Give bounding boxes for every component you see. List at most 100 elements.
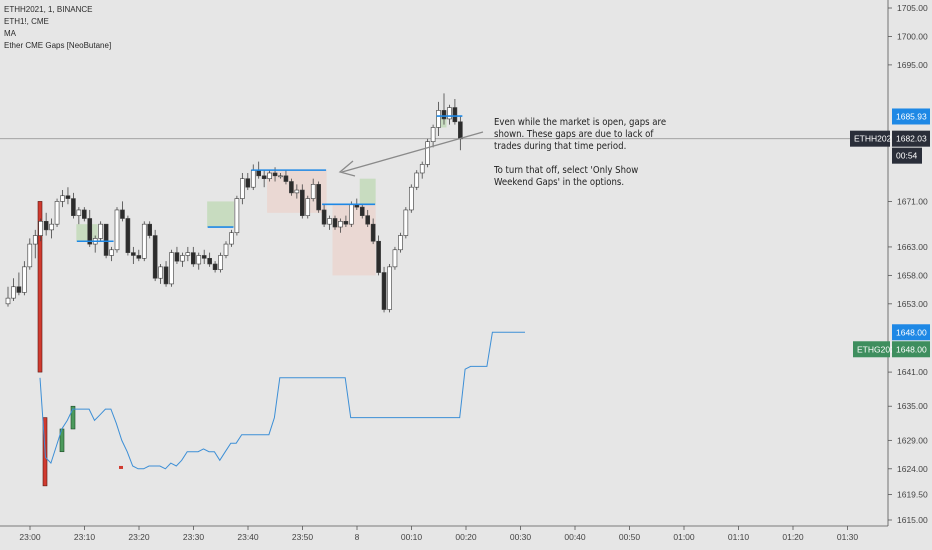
time-tick-label: 23:40 (237, 532, 259, 542)
candle (38, 218, 44, 242)
cme-blue-badge-bg (892, 324, 930, 341)
cme-red-bar (119, 465, 123, 469)
candle (370, 218, 376, 245)
time-tick-label: 23:20 (128, 532, 150, 542)
price-tick-label: 1700.00 (897, 31, 928, 41)
candle-body (272, 172, 278, 177)
price-tick-label: 1624.00 (897, 464, 928, 474)
annotation-arrow[interactable] (338, 131, 484, 177)
candle-body (321, 209, 327, 225)
chart-annotation-text[interactable]: Even while the market is open, gaps are … (494, 117, 669, 189)
candle (16, 272, 22, 296)
candle (22, 261, 27, 296)
time-axis[interactable]: 23:00 23:10 23:20 23:30 23:40 23:50 8 00:10 00:2… (0, 525, 888, 542)
cme-symbol-badge-bg (853, 341, 890, 358)
candle-body (316, 184, 321, 211)
candle (109, 246, 114, 262)
high-price-badge: 1685.93 (896, 111, 927, 121)
annotation-paragraph-1: Even while the market is open, gaps are … (494, 117, 667, 152)
candle (185, 246, 191, 262)
candle-body (174, 252, 180, 262)
candle-body (201, 255, 207, 259)
candle-body (98, 223, 103, 239)
symbol-badge: ETHH2021 (854, 134, 896, 144)
symbol-badge-bg (850, 130, 890, 147)
candle-body (71, 198, 76, 216)
candle-body (441, 110, 447, 120)
candle (305, 195, 311, 219)
candle-body (408, 186, 414, 211)
candle-body (458, 121, 463, 140)
candle (289, 178, 294, 196)
candle-body (452, 107, 458, 123)
candle-body (436, 110, 441, 128)
candle-body (22, 266, 27, 293)
candle-body (338, 221, 343, 228)
candle (49, 218, 54, 239)
candle-body (5, 297, 11, 305)
candle (234, 195, 240, 236)
candle (141, 221, 147, 262)
candle (163, 261, 169, 287)
candle-body (131, 252, 136, 256)
candle-body (245, 178, 251, 188)
candle (458, 116, 463, 151)
candle (136, 249, 142, 262)
candle (229, 229, 234, 247)
candle (71, 192, 76, 219)
time-tick-label: 8 (355, 532, 360, 542)
cme-red-bar (37, 201, 43, 373)
price-tick-label: 1663.00 (897, 242, 928, 252)
time-tick-label: 00:30 (510, 532, 532, 542)
legend-indicator[interactable]: Ether CME Gaps [NeoButane] (4, 41, 112, 50)
candle (212, 261, 218, 273)
legend-overlay[interactable]: ETH1!, CME (4, 17, 49, 26)
candle (65, 187, 71, 205)
time-tick-label: 01:10 (728, 532, 750, 542)
last-price-badge-bg (892, 130, 930, 147)
candle-body (229, 232, 234, 245)
candle-body (278, 175, 283, 178)
cme-green-bar (70, 405, 76, 430)
gap-lines (76, 115, 463, 243)
candle (376, 235, 381, 276)
candle-body (425, 141, 430, 165)
gap-fill-green (76, 224, 98, 242)
candle-body (207, 258, 212, 265)
candlestick-series[interactable] (5, 93, 463, 313)
candle-body (76, 209, 82, 216)
time-tick-label: 00:50 (619, 532, 641, 542)
candle-body (152, 235, 158, 279)
cme-blue-badge: 1648.00 (896, 327, 927, 337)
price-tick-label: 1705.00 (897, 3, 928, 13)
time-tick-label: 23:00 (19, 532, 41, 542)
time-tick-label: 00:20 (455, 532, 477, 542)
candle (245, 172, 251, 191)
candle-body (223, 243, 229, 256)
price-tick-label: 1653.00 (897, 299, 928, 309)
candle-body (310, 184, 316, 199)
candle (207, 252, 212, 267)
candle-body (234, 198, 240, 234)
candle (349, 201, 354, 228)
candle-body (180, 255, 185, 262)
candle-body (403, 209, 409, 236)
legend-ma[interactable]: MA (4, 29, 16, 38)
candle-body (447, 107, 452, 120)
candle-body (87, 218, 93, 245)
candle (343, 215, 349, 228)
candle (425, 138, 430, 168)
candle (436, 101, 441, 136)
legend-symbol[interactable]: ETHH2021, 1, BINANCE (4, 5, 93, 14)
candle (414, 170, 420, 191)
candle (158, 264, 163, 284)
cme-price-badge: 1648.00 (896, 344, 927, 354)
candle-body (16, 286, 22, 293)
price-axis[interactable]: 1705.00 1700.00 1695.00 1671.00 1663.00 1658.… (887, 0, 932, 550)
candle (392, 246, 398, 270)
candle-body (294, 189, 300, 194)
candle-body (370, 223, 376, 242)
candle-body (349, 203, 354, 225)
candle (365, 209, 371, 228)
